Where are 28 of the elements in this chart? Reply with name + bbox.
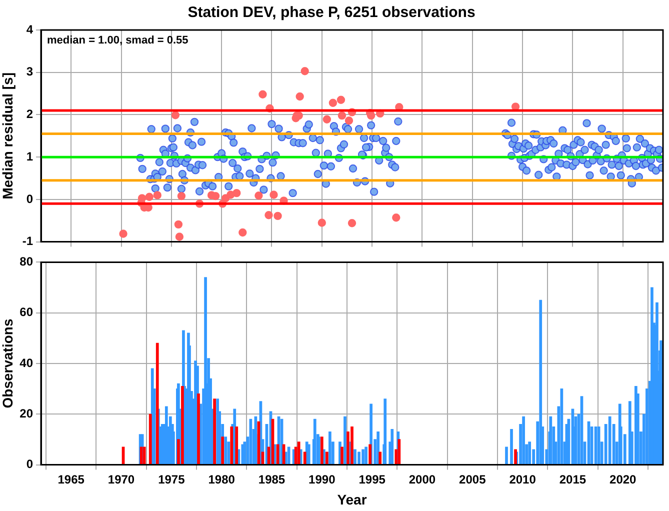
x-tick-label: 1970: [108, 472, 135, 486]
x-tick-label: 1980: [208, 472, 236, 486]
x-tick-label: 2010: [509, 472, 536, 486]
y-tick-label: 20: [20, 406, 34, 420]
y-axis-title: Observations: [0, 318, 16, 408]
y-tick-label: 2: [26, 107, 34, 122]
chart-title: Station DEV, phase P, 6251 observations: [188, 4, 476, 22]
x-tick-label: 1990: [308, 472, 336, 486]
x-tick-label: 2000: [408, 472, 436, 486]
y-tick-label: 3: [26, 64, 34, 79]
y-tick-label: -1: [22, 234, 34, 248]
x-axis-title: Year: [337, 491, 368, 508]
x-tick-label: 2020: [610, 472, 637, 486]
x-tick-label: 1985: [258, 472, 286, 486]
x-tick-label: 1995: [358, 472, 386, 486]
annotation: median = 1.00, smad = 0.55: [47, 34, 188, 47]
y-tick-label: 60: [20, 305, 34, 320]
y-tick-label: 0: [26, 457, 34, 472]
x-tick-label: 2005: [459, 472, 486, 486]
y-tick-label: 80: [20, 254, 34, 269]
x-tick-label: 1975: [158, 472, 186, 486]
x-tick-label: 1965: [58, 472, 85, 486]
y-tick-label: 4: [26, 22, 34, 36]
y-axis-title: Median residual [s]: [0, 72, 16, 200]
y-tick-label: 0: [26, 192, 34, 206]
y-tick-label: 1: [26, 149, 34, 164]
y-tick-label: 40: [20, 356, 34, 370]
x-tick-label: 2015: [559, 472, 586, 486]
